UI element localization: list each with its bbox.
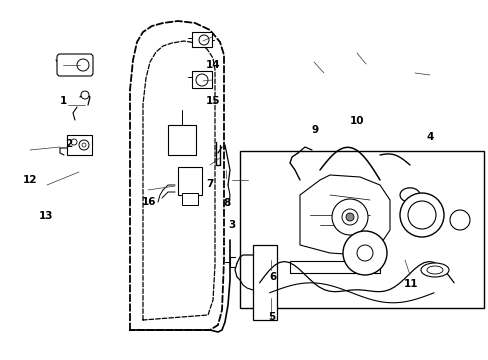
Circle shape [79, 140, 89, 150]
Bar [252, 245, 276, 320]
Bar [168, 125, 196, 155]
Text: 12: 12 [23, 175, 38, 185]
Bar [289, 261, 379, 273]
Text: 9: 9 [311, 125, 318, 135]
Text: 6: 6 [269, 272, 276, 282]
Text: 3: 3 [228, 220, 235, 230]
Text: 4: 4 [426, 132, 433, 142]
Circle shape [81, 91, 89, 99]
Circle shape [449, 210, 469, 230]
Ellipse shape [420, 263, 448, 277]
Circle shape [356, 245, 372, 261]
Text: 11: 11 [403, 279, 417, 289]
Circle shape [341, 209, 357, 225]
Bar [192, 71, 212, 88]
Circle shape [399, 193, 443, 237]
Bar [182, 193, 198, 205]
FancyBboxPatch shape [57, 54, 93, 76]
Bar [67, 135, 92, 155]
Circle shape [82, 143, 86, 147]
Text: 10: 10 [349, 116, 364, 126]
Text: 16: 16 [142, 197, 156, 207]
Circle shape [407, 201, 435, 229]
Bar [192, 32, 212, 47]
Circle shape [71, 139, 77, 145]
Polygon shape [299, 175, 389, 255]
Text: 2: 2 [65, 139, 72, 149]
Bar [239, 151, 483, 308]
Text: 7: 7 [206, 179, 214, 189]
Circle shape [346, 213, 353, 221]
Circle shape [77, 59, 89, 71]
Bar [178, 167, 202, 195]
Text: 14: 14 [205, 60, 220, 70]
Circle shape [196, 74, 207, 86]
Text: 15: 15 [205, 96, 220, 106]
Circle shape [342, 231, 386, 275]
Circle shape [199, 35, 208, 45]
Text: 8: 8 [224, 198, 230, 208]
Ellipse shape [426, 266, 442, 274]
Text: 13: 13 [39, 211, 54, 221]
Text: 5: 5 [267, 312, 274, 322]
Text: 1: 1 [60, 96, 67, 106]
Circle shape [331, 199, 367, 235]
